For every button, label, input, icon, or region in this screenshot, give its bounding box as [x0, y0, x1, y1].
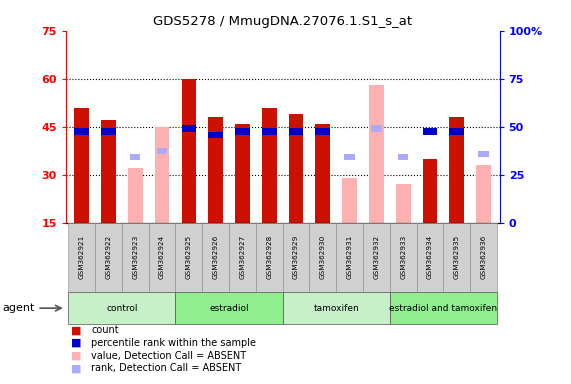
- Bar: [175, 223, 202, 292]
- Bar: [417, 223, 443, 292]
- Bar: [423, 159, 437, 223]
- Bar: [289, 114, 303, 223]
- Bar: [449, 128, 464, 135]
- Bar: [202, 223, 229, 292]
- Bar: [235, 124, 250, 223]
- Text: GSM362934: GSM362934: [427, 235, 433, 280]
- Bar: [101, 128, 116, 135]
- Bar: [283, 223, 309, 292]
- Bar: [315, 124, 330, 223]
- Text: ■: ■: [71, 325, 82, 335]
- Bar: [74, 108, 89, 223]
- Bar: [69, 292, 175, 324]
- Text: GSM362926: GSM362926: [212, 235, 219, 280]
- Bar: [262, 108, 276, 223]
- Text: GSM362935: GSM362935: [454, 235, 460, 280]
- Bar: [390, 292, 497, 324]
- Text: GSM362923: GSM362923: [132, 235, 138, 280]
- Bar: [155, 127, 170, 223]
- Text: GSM362924: GSM362924: [159, 235, 165, 280]
- Bar: [449, 117, 464, 223]
- Bar: [369, 85, 384, 223]
- Bar: [371, 125, 381, 132]
- Bar: [157, 147, 167, 154]
- Text: ■: ■: [71, 363, 82, 373]
- Bar: [122, 223, 148, 292]
- Text: count: count: [91, 325, 119, 335]
- Title: GDS5278 / MmugDNA.27076.1.S1_s_at: GDS5278 / MmugDNA.27076.1.S1_s_at: [153, 15, 412, 28]
- Text: GSM362929: GSM362929: [293, 235, 299, 280]
- Bar: [315, 128, 330, 135]
- Bar: [423, 128, 437, 135]
- Bar: [289, 128, 303, 135]
- Text: GSM362932: GSM362932: [373, 235, 379, 280]
- Bar: [229, 223, 256, 292]
- Bar: [398, 154, 408, 161]
- Bar: [283, 292, 390, 324]
- Bar: [443, 223, 470, 292]
- Bar: [470, 223, 497, 292]
- Text: estradiol and tamoxifen: estradiol and tamoxifen: [389, 304, 497, 313]
- Bar: [344, 154, 355, 161]
- Text: tamoxifen: tamoxifen: [313, 304, 359, 313]
- Bar: [95, 223, 122, 292]
- Bar: [390, 223, 417, 292]
- Text: GSM362936: GSM362936: [481, 235, 486, 280]
- Text: percentile rank within the sample: percentile rank within the sample: [91, 338, 256, 348]
- Text: GSM362928: GSM362928: [266, 235, 272, 280]
- Text: GSM362933: GSM362933: [400, 235, 406, 280]
- Text: GSM362931: GSM362931: [347, 235, 353, 280]
- Text: control: control: [106, 304, 138, 313]
- Bar: [182, 79, 196, 223]
- Text: agent: agent: [3, 303, 35, 313]
- Bar: [128, 168, 143, 223]
- Bar: [256, 223, 283, 292]
- Text: estradiol: estradiol: [209, 304, 249, 313]
- Bar: [478, 151, 489, 157]
- Bar: [363, 223, 390, 292]
- Text: ■: ■: [71, 338, 82, 348]
- Bar: [476, 165, 491, 223]
- Bar: [69, 223, 95, 292]
- Bar: [182, 125, 196, 132]
- Bar: [175, 292, 283, 324]
- Text: GSM362925: GSM362925: [186, 235, 192, 280]
- Bar: [336, 223, 363, 292]
- Bar: [235, 128, 250, 135]
- Text: rank, Detection Call = ABSENT: rank, Detection Call = ABSENT: [91, 363, 242, 373]
- Bar: [148, 223, 175, 292]
- Bar: [101, 120, 116, 223]
- Bar: [74, 128, 89, 135]
- Bar: [130, 154, 140, 161]
- Bar: [208, 117, 223, 223]
- Text: GSM362921: GSM362921: [79, 235, 85, 280]
- Bar: [396, 184, 411, 223]
- Text: ■: ■: [71, 351, 82, 361]
- Text: GSM362927: GSM362927: [239, 235, 246, 280]
- Text: value, Detection Call = ABSENT: value, Detection Call = ABSENT: [91, 351, 247, 361]
- Bar: [262, 128, 276, 135]
- Bar: [342, 178, 357, 223]
- Bar: [309, 223, 336, 292]
- Text: GSM362930: GSM362930: [320, 235, 326, 280]
- Bar: [208, 131, 223, 138]
- Text: GSM362922: GSM362922: [106, 235, 111, 280]
